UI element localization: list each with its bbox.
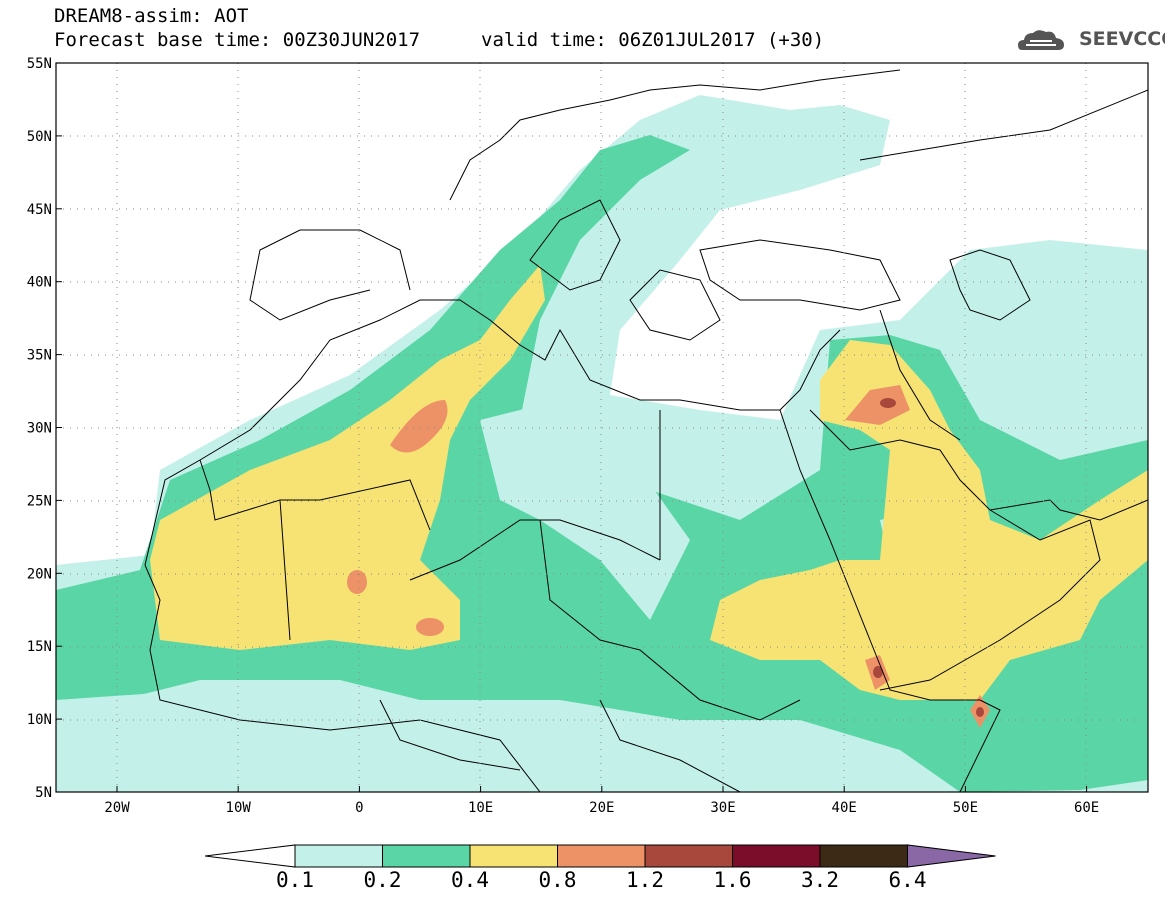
lat-tick-label: 35N	[27, 348, 52, 364]
lat-tick-label: 40N	[27, 275, 52, 291]
lon-tick-label: 0	[355, 800, 363, 816]
lon-tick-label: 20E	[589, 800, 614, 816]
colorbar-label: 1.2	[626, 868, 664, 892]
lon-tick-label: 10E	[468, 800, 493, 816]
lon-tick-label: 60E	[1074, 800, 1099, 816]
lat-tick-label: 20N	[27, 566, 52, 582]
lat-tick-label: 55N	[27, 56, 52, 72]
lat-tick-label: 25N	[27, 493, 52, 509]
latitude-labels: 55N 50N 45N 40N 35N 30N 25N 20N 15N 10N 5N	[27, 56, 62, 801]
colorbar-segment	[294, 844, 383, 868]
longitude-labels: 20W 10W 0 10E 20E 30E 40E 50E 60E	[104, 786, 1099, 816]
grid-lines	[56, 63, 1148, 792]
map-title: DREAM8-assim: AOT	[54, 5, 249, 27]
colorbar-segment	[644, 844, 733, 868]
colorbar-label: 3.2	[801, 868, 839, 892]
lat-tick-label: 50N	[27, 129, 52, 145]
lat-tick-label: 45N	[27, 202, 52, 218]
lon-tick-label: 40E	[832, 800, 857, 816]
lon-tick-label: 10W	[226, 800, 252, 816]
lat-tick-label: 15N	[27, 639, 52, 655]
colorbar-label: 0.8	[538, 868, 577, 892]
lon-tick-label: 30E	[710, 800, 735, 816]
cloud-logo-icon	[1018, 30, 1064, 50]
lon-tick-label: 50E	[953, 800, 978, 816]
colorbar-segment	[732, 844, 821, 868]
valid-time: valid time: 06Z01JUL2017 (+30)	[481, 29, 825, 51]
colorbar-high-arrow	[907, 844, 996, 868]
logo-text: SEEVCCC	[1079, 28, 1165, 50]
colorbar-segment	[557, 844, 646, 868]
lat-tick-label: 10N	[27, 712, 52, 728]
colorbar-label: 0.4	[451, 868, 489, 892]
lat-tick-label: 5N	[35, 785, 52, 801]
lat-tick-label: 30N	[27, 421, 52, 437]
colorbar-low-arrow	[205, 844, 296, 868]
coastlines	[144, 69, 1148, 792]
colorbar-label: 1.6	[713, 868, 752, 892]
colorbar-label: 0.2	[363, 868, 402, 892]
colorbar-label: 0.1	[276, 868, 314, 892]
colorbar-segment	[819, 844, 908, 868]
colorbar-segment	[469, 844, 558, 868]
colorbar-label: 6.4	[888, 868, 927, 892]
aot-shading	[56, 95, 1148, 792]
colorbar-segment	[382, 844, 471, 868]
colorbar	[205, 844, 996, 868]
forecast-base-time: Forecast base time: 00Z30JUN2017	[54, 29, 421, 51]
lon-tick-label: 20W	[104, 800, 130, 816]
